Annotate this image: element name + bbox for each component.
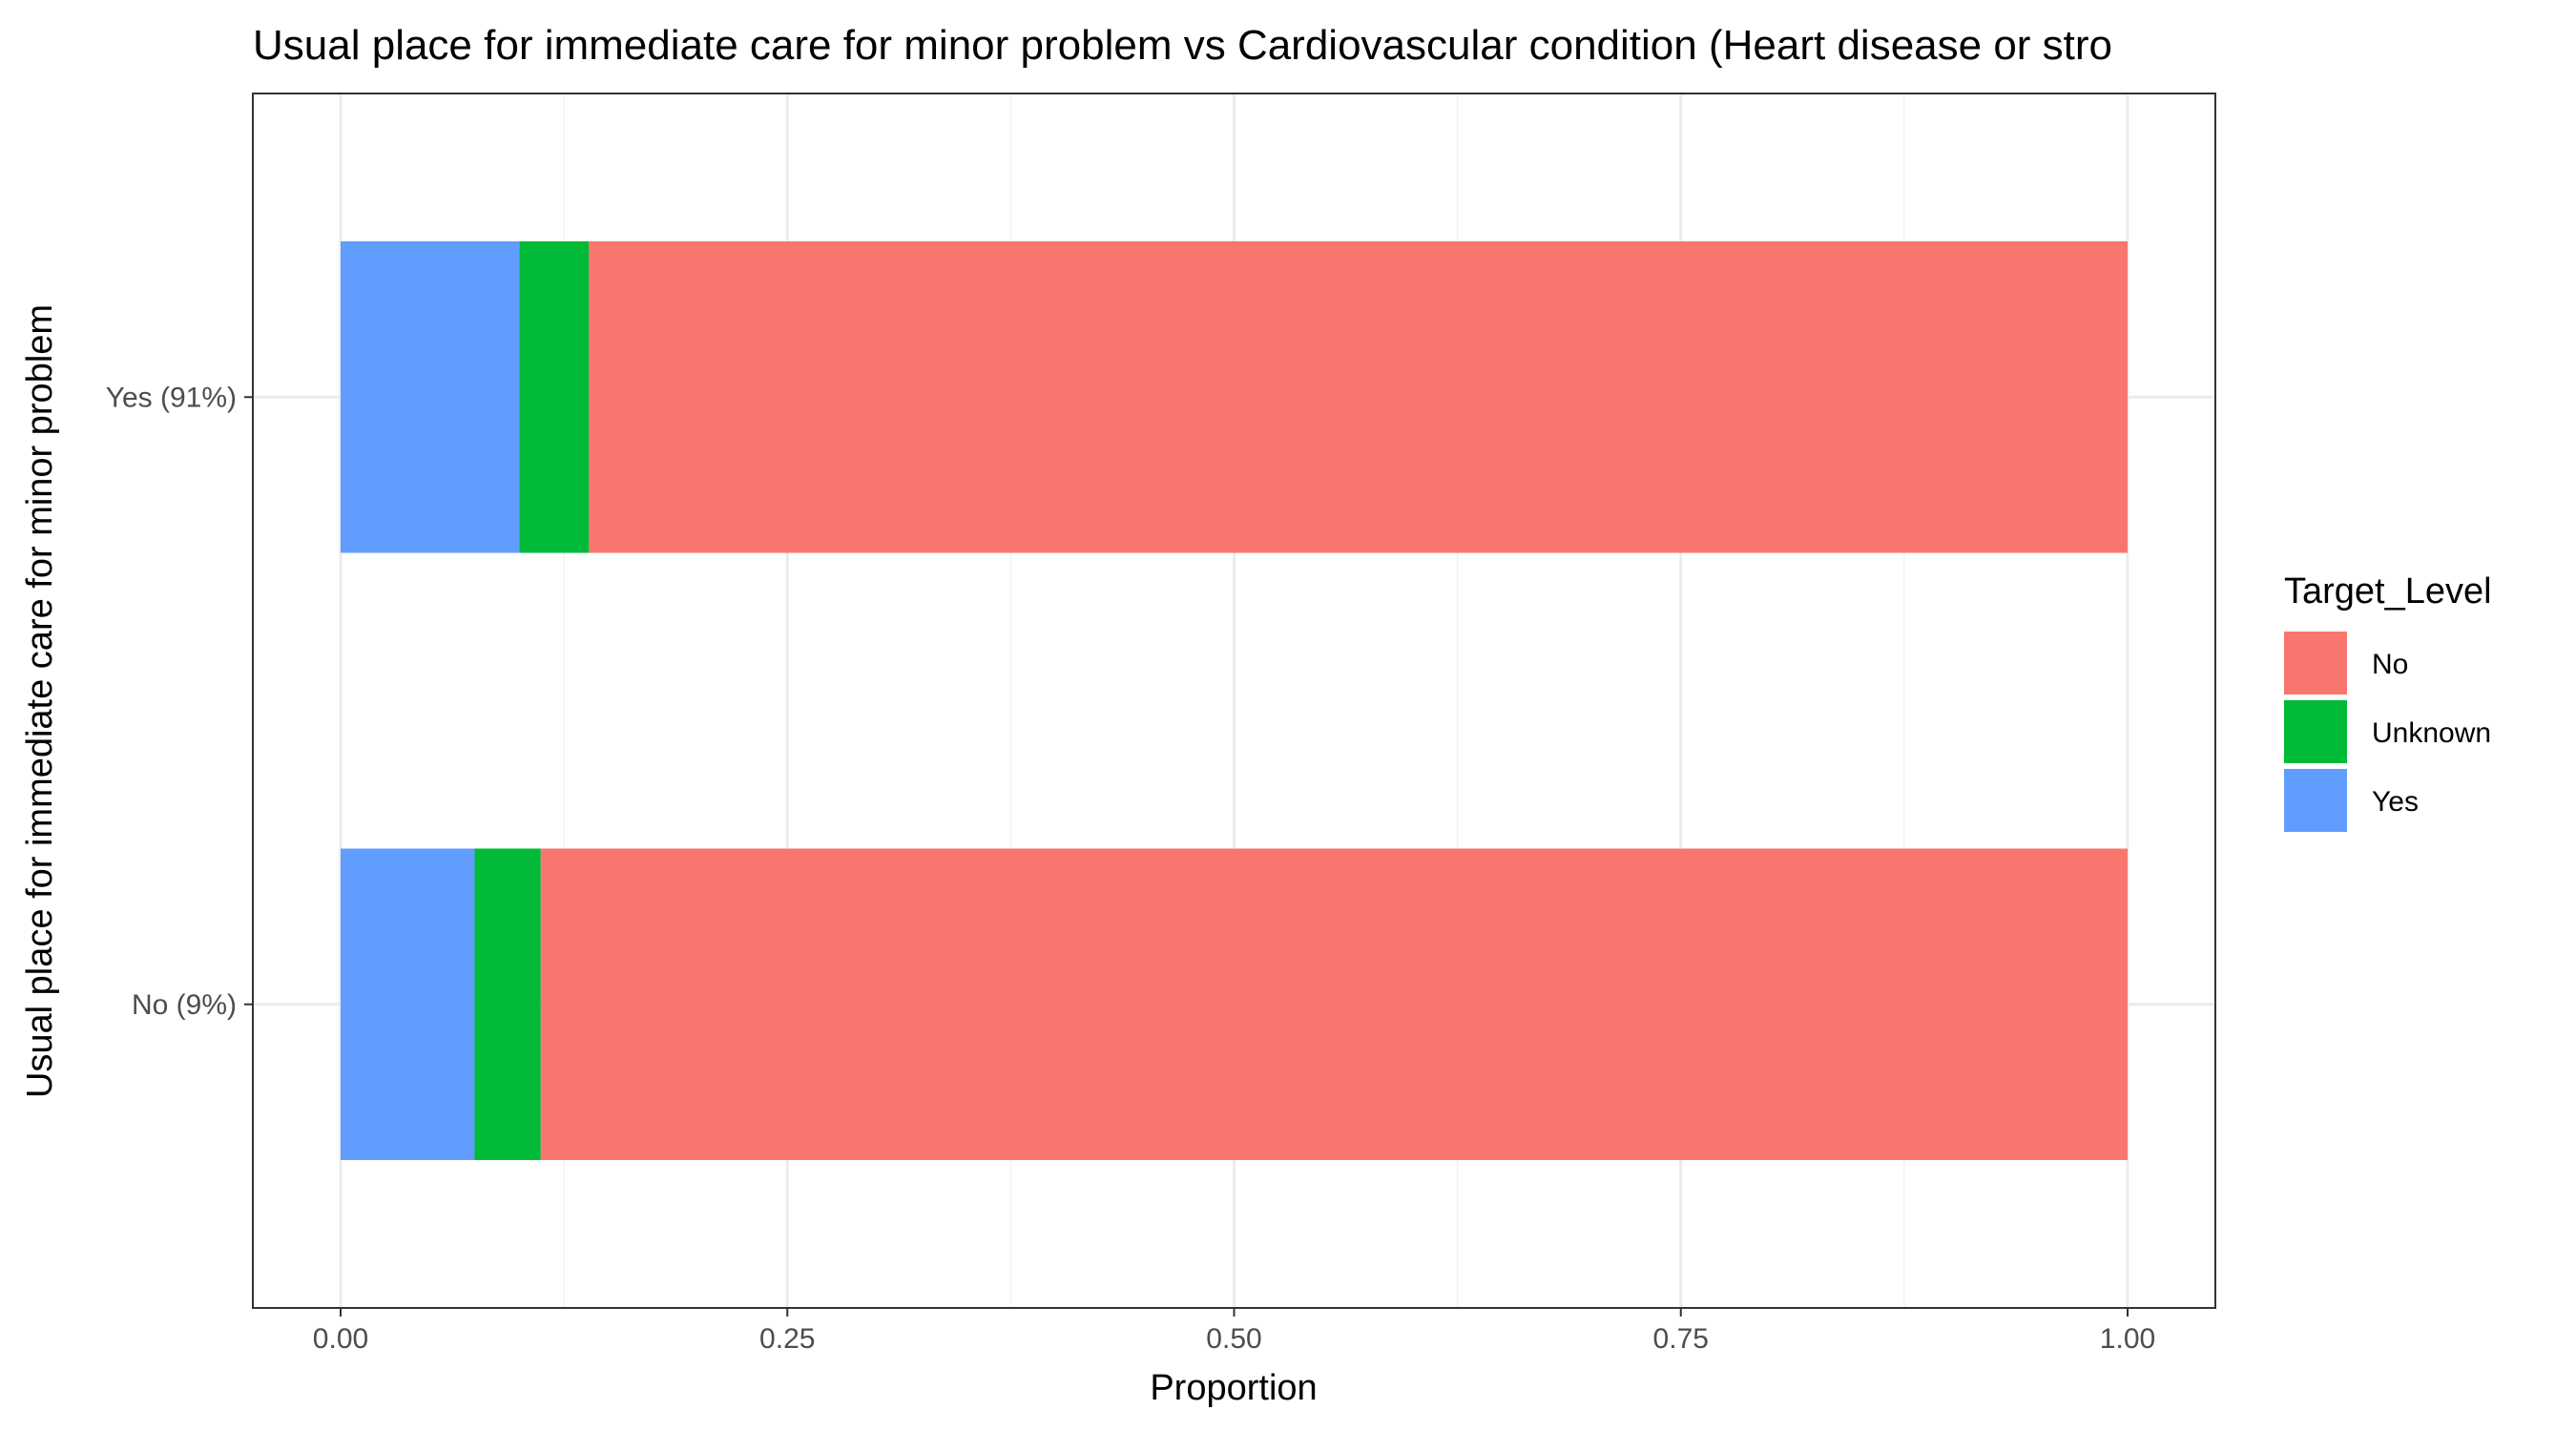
x-tick-label: 1.00 xyxy=(2100,1323,2155,1355)
legend-label: No xyxy=(2372,649,2408,680)
x-axis: 0.00 0.25 0.50 0.75 1.00 xyxy=(313,1308,2155,1355)
legend-title: Target_Level xyxy=(2284,571,2492,612)
y-axis: No (9%) Yes (91%) xyxy=(106,382,253,1021)
y-tick-label: No (9%) xyxy=(132,989,237,1021)
y-axis-title: Usual place for immediate care for minor… xyxy=(20,304,60,1098)
x-tick-label: 0.00 xyxy=(313,1323,368,1355)
bar-segment xyxy=(474,848,541,1161)
legend-key xyxy=(2284,700,2347,763)
bars xyxy=(341,240,2129,1161)
y-tick-label: Yes (91%) xyxy=(106,382,237,413)
bar-segment xyxy=(540,848,2128,1161)
legend-label: Yes xyxy=(2372,786,2419,818)
legend: Target_Level No Unknown Yes xyxy=(2284,571,2492,832)
x-tick-label: 0.50 xyxy=(1206,1323,1261,1355)
chart-title: Usual place for immediate care for minor… xyxy=(253,22,2112,69)
bar-segment xyxy=(341,240,520,553)
x-tick-label: 0.25 xyxy=(759,1323,815,1355)
x-tick-label: 0.75 xyxy=(1653,1323,1709,1355)
bar-segment xyxy=(589,240,2129,553)
legend-key xyxy=(2284,632,2347,695)
legend-label: Unknown xyxy=(2372,717,2491,749)
bar-segment xyxy=(519,240,590,553)
bar-segment xyxy=(341,848,475,1161)
legend-key xyxy=(2284,769,2347,832)
x-axis-title: Proportion xyxy=(1150,1368,1317,1408)
